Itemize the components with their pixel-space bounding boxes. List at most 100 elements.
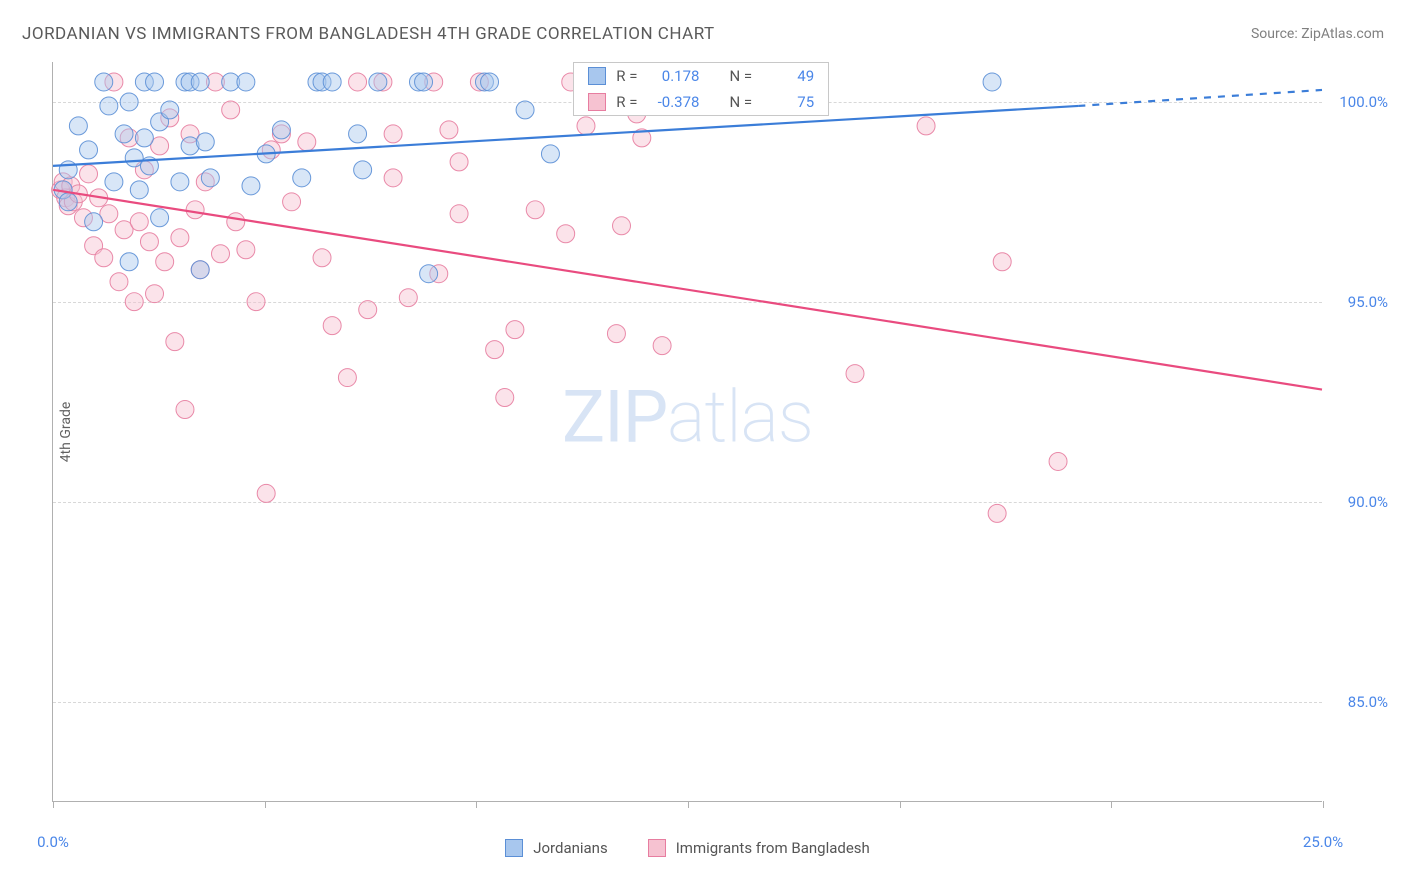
scatter-point [541, 145, 559, 163]
scatter-point [95, 249, 113, 267]
scatter-point [349, 125, 367, 143]
scatter-point [653, 337, 671, 355]
scatter-point [917, 117, 935, 135]
scatter-point [212, 245, 230, 263]
scatter-point [338, 369, 356, 387]
scatter-point [135, 129, 153, 147]
scatter-point [59, 193, 77, 211]
scatter-point [110, 273, 128, 291]
x-tick [476, 801, 477, 808]
scatter-point [496, 389, 514, 407]
scatter-point [171, 173, 189, 191]
scatter-point [313, 249, 331, 267]
scatter-point [237, 241, 255, 259]
x-tick [1111, 801, 1112, 808]
legend-b-label: Immigrants from Bangladesh [676, 839, 870, 857]
scatter-point [146, 285, 164, 303]
legend-item-a: Jordanians [505, 839, 608, 857]
scatter-point [323, 73, 341, 91]
scatter-point [257, 484, 275, 502]
scatter-point [557, 225, 575, 243]
chart-title: JORDANIAN VS IMMIGRANTS FROM BANGLADESH … [22, 24, 715, 44]
scatter-point [354, 161, 372, 179]
x-tick [900, 801, 901, 808]
scatter-point [415, 73, 433, 91]
r-value-a: 0.178 [647, 67, 699, 85]
scatter-point [100, 97, 118, 115]
correlation-legend: R = 0.178 N = 49 R = -0.378 N = 75 [573, 62, 829, 116]
swatch-a [588, 67, 606, 85]
scatter-point [85, 213, 103, 231]
scatter-point [384, 169, 402, 187]
legend-row-b: R = -0.378 N = 75 [574, 89, 828, 115]
x-tick [688, 801, 689, 808]
scatter-point [440, 121, 458, 139]
plot: ZIPatlas 85.0%90.0%95.0%100.0% 0.0%25.0%… [52, 62, 1322, 802]
scatter-point [349, 73, 367, 91]
scatter-point [105, 173, 123, 191]
scatter-point [577, 117, 595, 135]
scatter-point [293, 169, 311, 187]
scatter-point [176, 401, 194, 419]
x-tick [1323, 801, 1324, 808]
y-tick-label: 95.0% [1348, 293, 1388, 311]
scatter-point [988, 504, 1006, 522]
source-label: Source: ZipAtlas.com [1251, 26, 1384, 42]
scatter-point [516, 101, 534, 119]
scatter-point [506, 321, 524, 339]
scatter-point [237, 73, 255, 91]
scatter-point [130, 181, 148, 199]
scatter-point [80, 141, 98, 159]
scatter-point [983, 73, 1001, 91]
x-tick [265, 801, 266, 808]
scatter-point [125, 293, 143, 311]
scatter-point [227, 213, 245, 231]
scatter-point [526, 201, 544, 219]
scatter-point [191, 261, 209, 279]
scatter-point [607, 325, 625, 343]
scatter-point [846, 365, 864, 383]
scatter-point [171, 229, 189, 247]
scatter-point [450, 205, 468, 223]
scatter-point [156, 253, 174, 271]
legend-row-a: R = 0.178 N = 49 [574, 63, 828, 89]
scatter-point [186, 201, 204, 219]
scatter-point [481, 73, 499, 91]
scatter-point [323, 317, 341, 335]
y-tick-label: 85.0% [1348, 693, 1388, 711]
legend-item-b: Immigrants from Bangladesh [648, 839, 870, 857]
scatter-point [130, 213, 148, 231]
scatter-point [151, 209, 169, 227]
scatter-point [486, 341, 504, 359]
swatch-b [588, 93, 606, 111]
scatter-point [993, 253, 1011, 271]
r-value-b: -0.378 [647, 93, 699, 111]
scatter-point [191, 73, 209, 91]
scatter-svg [53, 62, 1322, 801]
y-tick-label: 90.0% [1348, 493, 1388, 511]
bottom-legend: Jordanians Immigrants from Bangladesh [53, 839, 1322, 857]
chart-area: 4th Grade ZIPatlas 85.0%90.0%95.0%100.0%… [52, 62, 1322, 802]
scatter-point [222, 101, 240, 119]
scatter-point [247, 293, 265, 311]
scatter-point [166, 333, 184, 351]
scatter-point [146, 73, 164, 91]
scatter-point [369, 73, 387, 91]
scatter-point [1049, 452, 1067, 470]
y-tick-label: 100.0% [1339, 93, 1388, 111]
scatter-point [399, 289, 417, 307]
scatter-point [120, 93, 138, 111]
n-value-a: 49 [762, 67, 814, 85]
scatter-point [272, 121, 290, 139]
scatter-point [115, 125, 133, 143]
scatter-point [613, 217, 631, 235]
scatter-point [359, 301, 377, 319]
scatter-point [95, 73, 113, 91]
n-value-b: 75 [762, 93, 814, 111]
scatter-point [140, 233, 158, 251]
scatter-point [201, 169, 219, 187]
scatter-point [298, 133, 316, 151]
trend-line [1078, 90, 1322, 106]
scatter-point [120, 253, 138, 271]
scatter-point [420, 265, 438, 283]
